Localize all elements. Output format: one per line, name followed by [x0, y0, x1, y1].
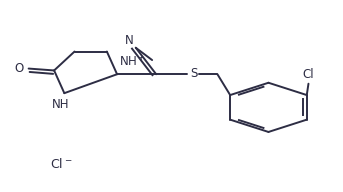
- Text: NH$^+$: NH$^+$: [119, 54, 146, 70]
- Text: NH: NH: [52, 98, 70, 111]
- Text: N: N: [125, 34, 134, 47]
- Text: Cl: Cl: [303, 68, 314, 81]
- Text: S: S: [190, 67, 197, 80]
- Text: Cl$^-$: Cl$^-$: [50, 157, 72, 171]
- Text: O: O: [14, 62, 24, 75]
